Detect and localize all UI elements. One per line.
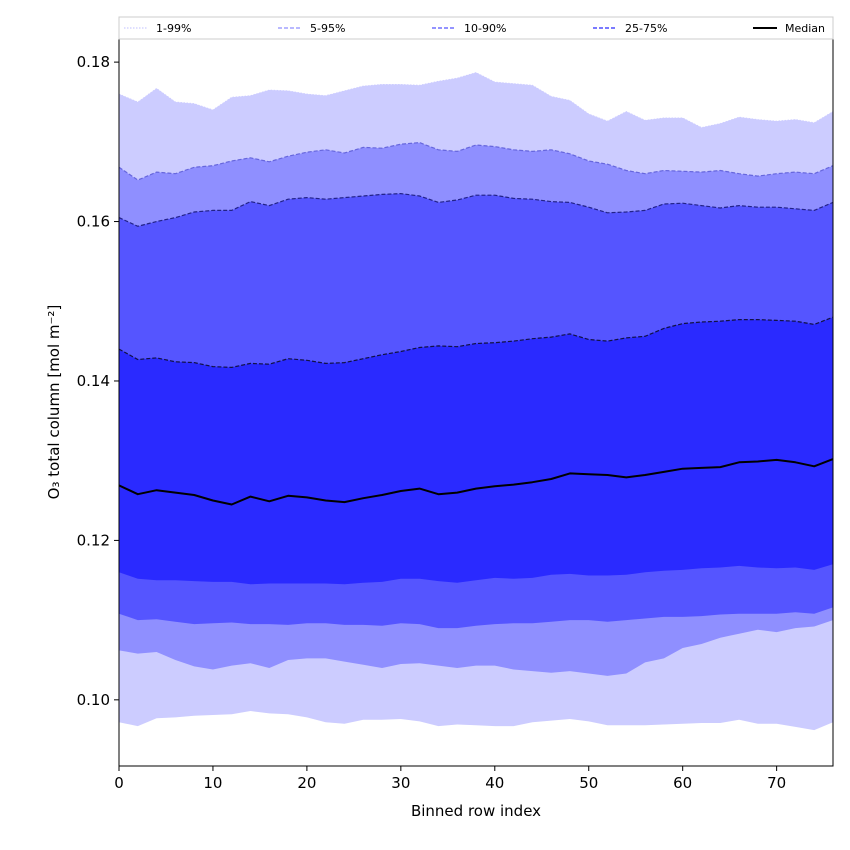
series-line-median [119, 458, 833, 506]
band-upper-line-5-95pct [119, 141, 833, 181]
legend-label: 5-95% [310, 22, 345, 35]
x-axis: 0 10 20 30 40 50 60 70 [114, 766, 786, 792]
lines-layer [119, 72, 833, 506]
legend-frame [118, 16, 834, 40]
y-tick-label: 0.10 [77, 691, 110, 709]
y-axis: 0.10 0.12 0.14 0.16 0.18 [77, 53, 119, 709]
legend-item: 5-95% [278, 22, 345, 35]
x-tick-label: 20 [297, 774, 316, 792]
plot-area [119, 39, 833, 766]
legend-item: Median [753, 22, 825, 35]
x-axis-label: Binned row index [411, 802, 541, 820]
band-upper-line-10-90pct [119, 192, 833, 227]
x-tick-label: 0 [114, 774, 124, 792]
x-tick-label: 70 [767, 774, 786, 792]
legend-label: 1-99% [156, 22, 191, 35]
y-axis-label: O₃ total column [mol m⁻²] [45, 305, 63, 500]
legend-label: 25-75% [625, 22, 667, 35]
x-tick-label: 30 [391, 774, 410, 792]
legend-label: 10-90% [464, 22, 506, 35]
legend-item: 10-90% [432, 22, 506, 35]
legend: 1-99% 5-95% 10-90% 25-75% Median [118, 16, 834, 40]
legend-item: 1-99% [124, 22, 191, 35]
y-tick-label: 0.16 [77, 213, 110, 231]
band-upper-line-25-75pct [119, 316, 833, 369]
y-tick-label: 0.14 [77, 372, 110, 390]
x-tick-label: 40 [485, 774, 504, 792]
band-25-75pct [119, 317, 833, 585]
legend-label: Median [785, 22, 825, 35]
y-tick-label: 0.12 [77, 531, 110, 549]
y-tick-label: 0.18 [77, 53, 110, 71]
x-tick-label: 60 [673, 774, 692, 792]
band-upper-line-1-99pct [119, 72, 833, 128]
x-tick-label: 10 [203, 774, 222, 792]
bands-layer [119, 72, 833, 731]
x-tick-label: 50 [579, 774, 598, 792]
legend-item: 25-75% [593, 22, 667, 35]
